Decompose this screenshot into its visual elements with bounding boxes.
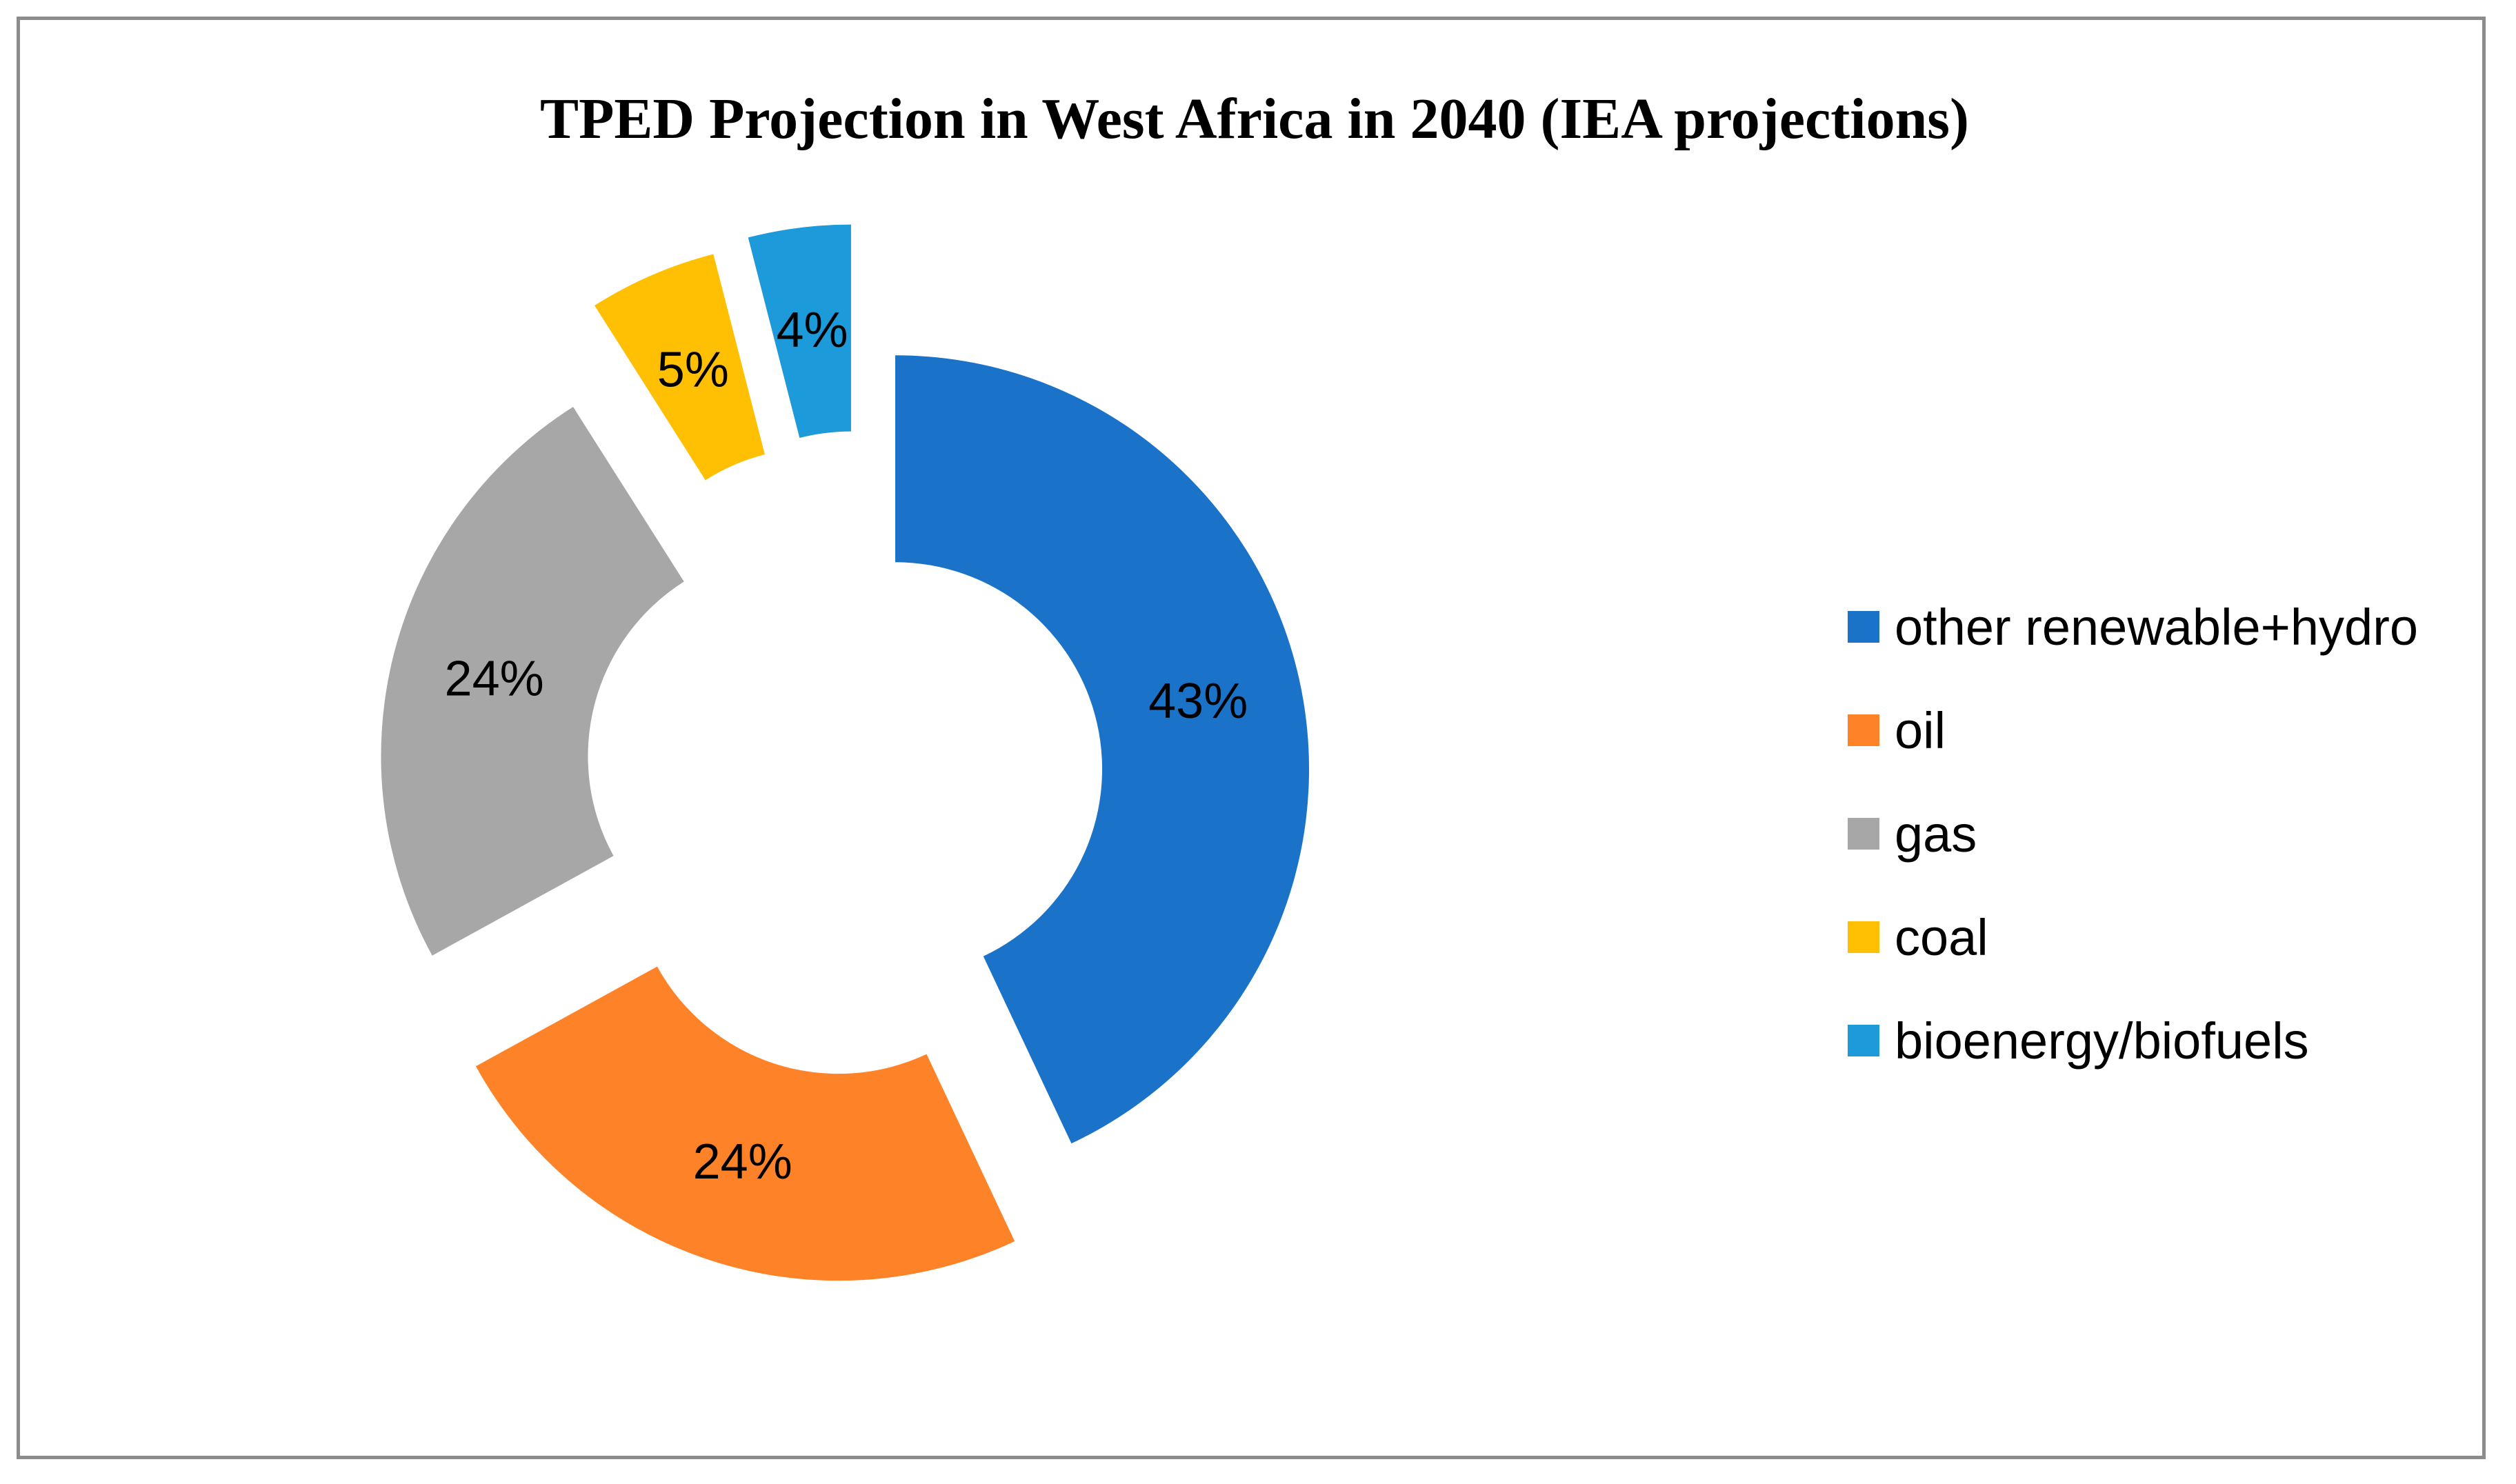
- chart-frame: TPED Projection in West Africa in 2040 (…: [17, 17, 2486, 1459]
- legend-item-coal: coal: [1848, 885, 2418, 989]
- legend: other renewable+hydro oil gas coal bioen…: [1848, 575, 2418, 1092]
- donut-chart: 43% 24% 24% 5% 4%: [381, 224, 1310, 1281]
- donut-slice-other-renewable-hydro: [895, 355, 1310, 1144]
- donut-slice-coal: [595, 254, 765, 481]
- legend-swatch: [1848, 1025, 1879, 1056]
- legend-swatch: [1848, 921, 1879, 953]
- legend-label: other renewable+hydro: [1895, 598, 2419, 656]
- legend-label: coal: [1895, 908, 1988, 966]
- legend-swatch: [1848, 714, 1879, 746]
- donut-slice-bioenergy-biofuels: [748, 224, 851, 439]
- legend-swatch: [1848, 818, 1879, 850]
- chart-title: TPED Projection in West Africa in 2040 (…: [540, 87, 1969, 151]
- data-label: 24%: [445, 652, 544, 707]
- legend-item-bioenergy-biofuels: bioenergy/biofuels: [1848, 989, 2418, 1092]
- legend-item-oil: oil: [1848, 679, 2418, 782]
- data-label: 24%: [693, 1134, 792, 1190]
- donut-slice-gas: [381, 407, 684, 956]
- data-label: 43%: [1148, 674, 1248, 729]
- legend-swatch: [1848, 611, 1879, 643]
- legend-label: bioenergy/biofuels: [1895, 1012, 2309, 1070]
- legend-label: oil: [1895, 701, 1946, 759]
- data-label: 5%: [657, 343, 729, 398]
- legend-label: gas: [1895, 805, 1977, 863]
- donut-slice-oil: [475, 966, 1015, 1281]
- legend-item-other-renewable-hydro: other renewable+hydro: [1848, 575, 2418, 679]
- data-label: 4%: [777, 303, 848, 358]
- legend-item-gas: gas: [1848, 782, 2418, 885]
